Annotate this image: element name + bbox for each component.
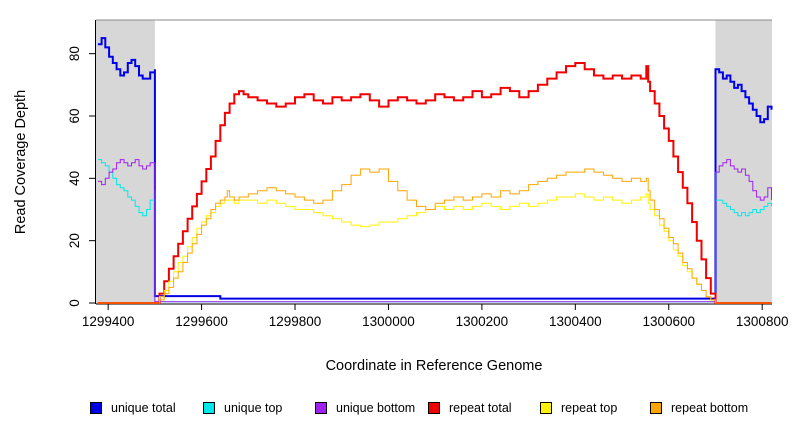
- legend-label: repeat total: [449, 401, 512, 415]
- y-axis-title: Read Coverage Depth: [13, 89, 29, 235]
- legend-swatch-unique-total: [90, 402, 102, 414]
- svg-text:20: 20: [67, 233, 82, 248]
- legend: unique total unique top unique bottom re…: [0, 399, 792, 417]
- legend-label: unique top: [224, 401, 283, 415]
- chart-canvas: 1299400 1299600 1299800 1300000 1300200 13004…: [67, 19, 789, 329]
- svg-text:1300200: 1300200: [456, 314, 509, 329]
- svg-text:60: 60: [67, 108, 82, 123]
- legend-label: unique total: [111, 401, 176, 415]
- legend-item-unique-total: unique total: [90, 399, 176, 417]
- x-axis-title: Coordinate in Reference Genome: [325, 358, 543, 374]
- svg-text:0: 0: [67, 299, 82, 307]
- svg-text:1300400: 1300400: [549, 314, 602, 329]
- svg-text:1299400: 1299400: [82, 314, 135, 329]
- legend-label: unique bottom: [336, 401, 416, 415]
- legend-label: repeat top: [561, 401, 618, 415]
- svg-text:1300000: 1300000: [362, 314, 415, 329]
- legend-swatch-unique-bottom: [315, 402, 327, 414]
- legend-label: repeat bottom: [671, 401, 749, 415]
- svg-text:1300600: 1300600: [642, 314, 695, 329]
- svg-text:40: 40: [67, 171, 82, 186]
- legend-item-repeat-total: repeat total: [428, 399, 512, 417]
- legend-swatch-repeat-top: [540, 402, 552, 414]
- svg-text:1299800: 1299800: [269, 314, 322, 329]
- legend-swatch-repeat-bottom: [650, 402, 662, 414]
- svg-text:1300800: 1300800: [736, 314, 789, 329]
- legend-item-unique-top: unique top: [203, 399, 282, 417]
- legend-swatch-unique-top: [203, 402, 215, 414]
- svg-text:1299600: 1299600: [175, 314, 228, 329]
- legend-item-repeat-top: repeat top: [540, 399, 617, 417]
- legend-item-repeat-bottom: repeat bottom: [650, 399, 748, 417]
- svg-text:80: 80: [67, 46, 82, 61]
- legend-item-unique-bottom: unique bottom: [315, 399, 415, 417]
- legend-swatch-repeat-total: [428, 402, 440, 414]
